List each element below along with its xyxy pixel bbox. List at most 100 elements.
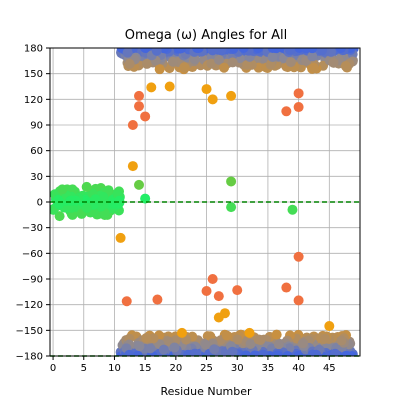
data-point — [285, 57, 296, 68]
data-point — [148, 333, 159, 344]
y-tick-label: 30 — [30, 172, 43, 183]
data-point — [232, 285, 243, 296]
y-tick-label: 0 — [37, 198, 43, 209]
x-tick-label: 40 — [292, 363, 305, 374]
data-point — [179, 62, 190, 73]
data-point — [127, 120, 138, 130]
data-point — [152, 294, 163, 305]
data-point — [140, 111, 151, 122]
data-point — [300, 48, 311, 54]
x-axis-label: Residue Number — [160, 385, 252, 398]
y-tick-label: −150 — [16, 326, 43, 337]
x-tick-label: 25 — [200, 363, 213, 374]
x-tick-label: 10 — [108, 363, 121, 374]
data-point — [232, 334, 243, 345]
data-point — [293, 251, 304, 262]
chart-title: Omega (ω) Angles for All — [125, 28, 287, 43]
data-point — [293, 88, 304, 99]
data-point — [54, 211, 65, 222]
data-point — [228, 48, 239, 54]
data-point — [242, 59, 253, 70]
y-tick-label: −90 — [22, 275, 43, 286]
data-point — [66, 195, 77, 206]
x-tick-label: 45 — [323, 363, 336, 374]
y-tick-label: 150 — [24, 69, 43, 80]
data-point — [221, 330, 232, 341]
data-point — [273, 339, 284, 350]
data-point — [95, 201, 106, 212]
data-point — [340, 61, 351, 72]
data-point — [252, 48, 263, 53]
data-point — [227, 346, 238, 356]
plot-area — [50, 48, 359, 356]
data-point — [154, 64, 165, 75]
data-point — [238, 48, 249, 53]
data-point — [158, 344, 169, 355]
data-point — [54, 199, 65, 210]
data-point — [219, 62, 230, 73]
data-point — [281, 106, 292, 117]
data-point — [189, 348, 200, 356]
data-point — [164, 81, 175, 92]
data-point — [122, 48, 133, 58]
y-tick-label: −30 — [22, 223, 43, 234]
data-point — [307, 51, 318, 62]
data-point — [249, 350, 260, 356]
data-point — [145, 343, 156, 354]
data-point — [293, 350, 304, 356]
data-point — [189, 54, 200, 65]
data-point — [282, 350, 293, 356]
data-point — [265, 59, 276, 70]
data-point — [319, 333, 330, 344]
data-point — [201, 84, 212, 95]
data-point — [57, 184, 68, 195]
data-point — [227, 57, 238, 68]
x-tick-label: 5 — [81, 363, 87, 374]
data-point — [255, 334, 266, 345]
x-axis-ticks: 0 5 10 15 20 25 30 35 40 45 — [50, 356, 336, 374]
data-point — [324, 321, 335, 332]
data-point — [176, 48, 187, 54]
y-tick-label: 90 — [30, 121, 43, 132]
data-point — [209, 344, 220, 355]
data-point — [207, 48, 218, 56]
data-point — [132, 350, 143, 356]
x-tick-label: 35 — [262, 363, 275, 374]
data-point — [207, 274, 218, 284]
data-point — [317, 48, 328, 56]
data-point — [114, 195, 125, 206]
y-tick-label: −60 — [22, 249, 43, 260]
data-point — [245, 338, 256, 349]
x-tick-label: 20 — [169, 363, 182, 374]
data-point — [336, 335, 347, 346]
y-tick-label: 60 — [30, 146, 43, 157]
data-point — [81, 181, 92, 192]
data-point — [240, 350, 251, 356]
data-point — [151, 48, 162, 56]
data-point — [206, 58, 217, 69]
data-point — [134, 101, 145, 112]
data-point — [298, 338, 309, 349]
data-point — [284, 48, 295, 56]
data-point — [124, 349, 135, 356]
data-point — [226, 176, 237, 187]
data-point — [342, 351, 353, 356]
data-point — [115, 232, 126, 243]
y-tick-label: 120 — [24, 95, 43, 106]
data-point — [267, 48, 278, 54]
data-point — [226, 90, 237, 101]
data-point — [141, 332, 152, 343]
data-point — [134, 341, 145, 352]
data-point — [226, 202, 237, 213]
data-point — [200, 339, 211, 350]
data-point — [140, 193, 151, 204]
data-point — [213, 54, 224, 65]
data-point — [134, 90, 145, 101]
y-axis-ticks: −180 −150 −120 −90 −60 −30 0 30 60 90 120 150 180 — [16, 44, 50, 363]
data-point — [271, 329, 282, 340]
data-point — [140, 48, 151, 53]
data-point — [201, 285, 212, 296]
data-point — [267, 51, 278, 62]
data-point — [127, 161, 138, 172]
